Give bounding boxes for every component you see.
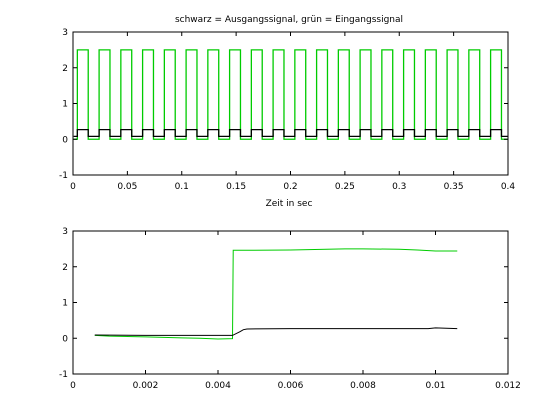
y-tick-label: 0	[62, 334, 68, 344]
output-signal-line	[94, 327, 458, 336]
x-tick-label: 0.15	[226, 182, 246, 192]
top-plot-frame	[72, 31, 509, 176]
x-tick-label: 0	[70, 381, 76, 391]
top-subplot: schwarz = Ausgangssignal, grün = Eingang…	[59, 15, 515, 209]
x-tick-label: 0.01	[425, 381, 445, 391]
top-x-axis-label: Zeit in sec	[266, 199, 313, 209]
input-signal-line	[94, 248, 458, 340]
x-tick-label: 0.008	[350, 381, 376, 391]
x-tick-label: 0	[70, 182, 76, 192]
y-tick-label: -1	[59, 171, 68, 181]
y-tick-label: 3	[62, 227, 68, 237]
top-chart-title: schwarz = Ausgangssignal, grün = Eingang…	[175, 15, 403, 25]
x-tick-label: 0.2	[283, 182, 297, 192]
x-tick-label: 0.35	[444, 182, 464, 192]
y-tick-label: 2	[62, 263, 68, 273]
x-tick-label: 0.012	[495, 381, 521, 391]
x-tick-label: 0.006	[278, 381, 304, 391]
x-tick-label: 0.004	[205, 381, 231, 391]
y-tick-label: 2	[62, 64, 68, 74]
x-tick-label: 0.4	[501, 182, 516, 192]
y-tick-label: 1	[62, 299, 68, 309]
output-signal-line	[73, 128, 508, 138]
y-tick-label: 0	[62, 135, 68, 145]
y-tick-label: 1	[62, 100, 68, 110]
input-signal-line	[73, 49, 508, 140]
x-tick-label: 0.1	[175, 182, 189, 192]
x-tick-label: 0.3	[392, 182, 406, 192]
x-tick-label: 0.25	[335, 182, 355, 192]
y-tick-label: -1	[59, 370, 68, 380]
x-tick-label: 0.002	[133, 381, 159, 391]
y-tick-label: 3	[62, 28, 68, 38]
x-tick-label: 0.05	[117, 182, 137, 192]
bottom-plot-frame	[72, 230, 509, 375]
